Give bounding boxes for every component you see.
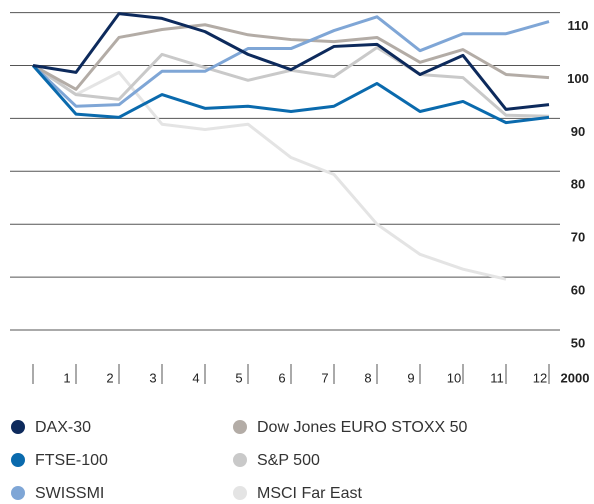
y-tick-label: 60: [571, 283, 585, 298]
x-tick-label: 9: [407, 370, 414, 385]
legend-label: Dow Jones EURO STOXX 50: [257, 419, 468, 436]
series-line: [32, 64, 507, 281]
y-tick-label: 50: [571, 335, 585, 350]
x-tick-label: 3: [149, 370, 156, 385]
y-tick-label: 100: [567, 71, 589, 86]
y-tick-label: 110: [568, 18, 589, 33]
x-tick-label: 4: [192, 370, 199, 385]
y-tick-label: 90: [571, 124, 585, 139]
x-tick-label: 10: [447, 370, 461, 385]
series-line: [31, 64, 550, 125]
legend-swatch: [233, 486, 247, 500]
legend-swatch: [11, 486, 25, 500]
x-axis-end-label: 2000: [561, 370, 590, 385]
y-tick-label: 80: [571, 177, 585, 192]
legend-swatch: [11, 420, 25, 434]
series-line: [32, 12, 550, 111]
legend-label: MSCI Far East: [257, 485, 362, 502]
legend-swatch: [233, 453, 247, 467]
x-tick-label: 1: [63, 370, 70, 385]
legend-swatch: [11, 453, 25, 467]
y-tick-label: 70: [571, 230, 585, 245]
legend-swatch: [233, 420, 247, 434]
legend-label: FTSE-100: [35, 452, 108, 469]
x-tick-label: 7: [321, 370, 328, 385]
series-line: [31, 15, 550, 108]
x-tick-label: 11: [490, 370, 504, 385]
legend-label: SWISSMI: [35, 485, 104, 502]
x-tick-label: 6: [278, 370, 285, 385]
series-line: [32, 23, 550, 91]
x-tick-label: 5: [235, 370, 242, 385]
x-tick-label: 12: [533, 370, 547, 385]
x-tick-label: 2: [106, 370, 113, 385]
x-tick-label: 8: [364, 370, 371, 385]
legend-label: DAX-30: [35, 419, 91, 436]
legend-label: S&P 500: [257, 452, 320, 469]
